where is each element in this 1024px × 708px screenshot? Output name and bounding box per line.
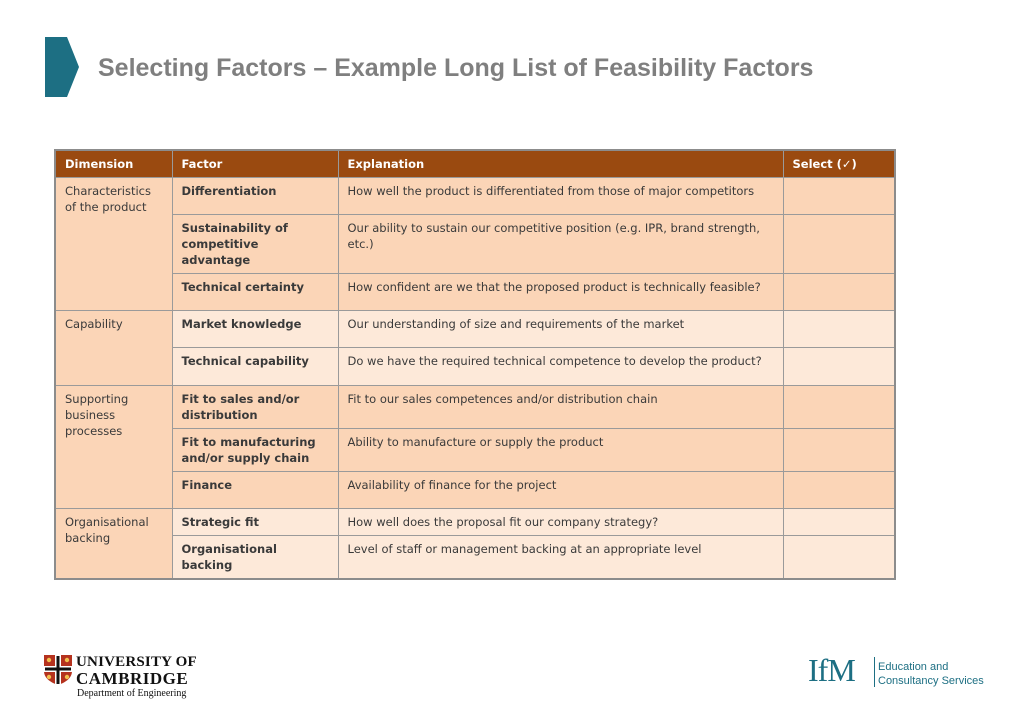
explanation-cell: Our understanding of size and requiremen… xyxy=(337,310,784,348)
factor-cell: Market knowledge xyxy=(171,310,339,348)
chevron-icon xyxy=(45,37,79,97)
factor-cell: Fit to manufacturing and/or supply chain xyxy=(171,428,339,472)
explanation-cell: How well does the proposal fit our compa… xyxy=(337,508,784,536)
explanation-cell: Level of staff or management backing at … xyxy=(337,535,784,580)
factor-cell: Organisational backing xyxy=(171,535,339,580)
dimension-cell: Organisational backing xyxy=(54,508,173,580)
column-header-select: Select (✓) xyxy=(782,149,896,178)
column-header-factor: Factor xyxy=(171,149,339,178)
table-row: Finance Availability of finance for the … xyxy=(55,471,896,509)
page-title: Selecting Factors – Example Long List of… xyxy=(98,54,814,82)
factor-cell: Strategic fit xyxy=(171,508,339,536)
table-header-row: Dimension Factor Explanation Select (✓) xyxy=(54,149,896,178)
ifm-tagline: Education and Consultancy Services xyxy=(878,660,984,688)
table-row: Organisational backing Level of staff or… xyxy=(55,535,896,580)
cambridge-crest-icon xyxy=(44,655,72,685)
cambridge-line1: UNIVERSITY OF xyxy=(76,654,197,670)
select-cell[interactable] xyxy=(782,385,896,429)
ifm-line1: Education and xyxy=(878,661,949,673)
column-header-explanation: Explanation xyxy=(337,149,784,178)
feasibility-factors-table: Dimension Factor Explanation Select (✓) … xyxy=(54,149,896,580)
explanation-cell: Availability of finance for the project xyxy=(337,471,784,509)
dimension-cell: Characteristics of the product xyxy=(54,177,173,311)
ifm-line2: Consultancy Services xyxy=(878,675,984,687)
factor-cell: Fit to sales and/or distribution xyxy=(171,385,339,429)
explanation-cell: Fit to our sales competences and/or dist… xyxy=(337,385,784,429)
table-row: Supporting business processes Fit to sal… xyxy=(54,385,896,509)
table-row: Capability Market knowledge Our understa… xyxy=(54,310,896,386)
select-cell[interactable] xyxy=(782,310,896,348)
table-row: Technical certainty How confident are we… xyxy=(55,273,896,311)
factor-cell: Technical certainty xyxy=(171,273,339,311)
explanation-cell: Ability to manufacture or supply the pro… xyxy=(337,428,784,472)
select-cell[interactable] xyxy=(782,471,896,509)
explanation-cell: Our ability to sustain our competitive p… xyxy=(337,214,784,274)
table-row: Technical capability Do we have the requ… xyxy=(55,347,896,386)
dimension-cell: Capability xyxy=(54,310,173,386)
table-row: Organisational backing Strategic fit How… xyxy=(54,508,896,580)
explanation-cell: Do we have the required technical compet… xyxy=(337,347,784,386)
explanation-cell: How confident are we that the proposed p… xyxy=(337,273,784,311)
select-cell[interactable] xyxy=(782,214,896,274)
select-cell[interactable] xyxy=(782,177,896,215)
dimension-cell: Supporting business processes xyxy=(54,385,173,509)
ifm-divider xyxy=(874,657,875,687)
select-cell[interactable] xyxy=(782,347,896,386)
column-header-dimension: Dimension xyxy=(54,149,173,178)
select-cell[interactable] xyxy=(782,428,896,472)
select-cell[interactable] xyxy=(782,508,896,536)
table-row: Characteristics of the product Different… xyxy=(54,177,896,311)
factor-cell: Differentiation xyxy=(171,177,339,215)
table-row: Fit to manufacturing and/or supply chain… xyxy=(55,428,896,472)
factor-cell: Technical capability xyxy=(171,347,339,386)
select-cell[interactable] xyxy=(782,273,896,311)
select-cell[interactable] xyxy=(782,535,896,580)
factor-cell: Finance xyxy=(171,471,339,509)
cambridge-logo: UNIVERSITY OF CAMBRIDGE Department of En… xyxy=(44,654,197,699)
ifm-mark: IfM xyxy=(808,652,856,688)
cambridge-department: Department of Engineering xyxy=(77,688,187,699)
cambridge-line2: CAMBRIDGE xyxy=(76,669,189,688)
factor-cell: Sustainability of competitive advantage xyxy=(171,214,339,274)
explanation-cell: How well the product is differentiated f… xyxy=(337,177,784,215)
table-row: Sustainability of competitive advantage … xyxy=(55,214,896,274)
